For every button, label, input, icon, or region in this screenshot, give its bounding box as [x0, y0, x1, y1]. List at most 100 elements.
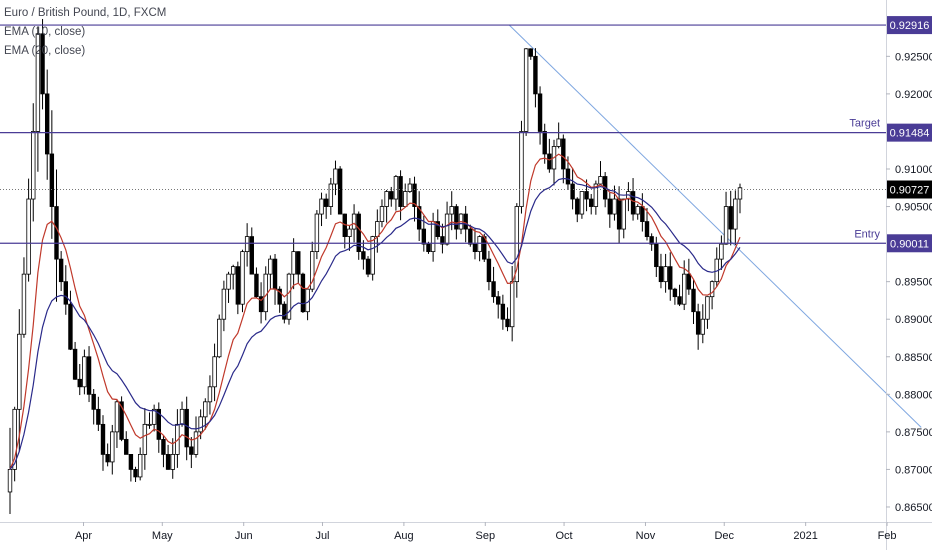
trendline-layer[interactable]	[508, 24, 922, 428]
candle-body	[612, 198, 617, 215]
candle-body	[719, 243, 724, 260]
candle-body	[677, 296, 682, 305]
price-axis[interactable]: 0.92500 0.92000 0.91000 0.90500 0.89500 0.890…	[886, 0, 932, 550]
candle	[393, 174, 399, 211]
candle	[384, 190, 389, 223]
candle-body	[272, 258, 278, 290]
candle	[207, 375, 213, 415]
candle-body	[17, 333, 22, 410]
price-tick-label: 0.92500	[895, 51, 932, 63]
candle	[282, 301, 287, 324]
current-price-box[interactable]	[887, 180, 932, 199]
candle	[403, 183, 408, 207]
candle-body	[728, 206, 733, 230]
candle-body	[375, 221, 380, 237]
time-tick-label: Jun	[235, 530, 253, 542]
candle-body	[654, 243, 659, 268]
candle-body	[230, 266, 236, 275]
candle-body	[193, 431, 199, 455]
candle	[193, 416, 199, 458]
candle	[240, 249, 245, 313]
candle-body	[579, 191, 585, 215]
candle	[379, 199, 385, 228]
price-tick-label: 0.88000	[895, 389, 932, 401]
candle-body	[7, 469, 13, 493]
level-price-box[interactable]	[887, 16, 932, 35]
candle-body	[319, 198, 324, 215]
time-tick-label: Dec	[714, 530, 734, 542]
candle	[533, 48, 538, 108]
candle-body	[21, 273, 27, 335]
candle	[537, 86, 543, 145]
price-tick-label: 0.91000	[895, 164, 932, 176]
ema-slow-line	[9, 177, 741, 470]
candle-body	[398, 176, 403, 207]
candle-body	[133, 469, 138, 478]
candle	[584, 179, 589, 212]
candle-body	[337, 168, 343, 215]
candle	[700, 304, 706, 344]
candle	[709, 280, 715, 310]
candle	[691, 279, 696, 325]
candle	[695, 303, 701, 350]
candle	[249, 227, 254, 275]
level-name-label: Target	[849, 118, 880, 130]
candle	[189, 437, 194, 469]
candle	[514, 203, 520, 298]
candle-body	[407, 183, 413, 192]
candle-body	[412, 183, 417, 207]
candle	[268, 255, 273, 289]
candle	[142, 408, 148, 470]
candle	[505, 307, 510, 332]
candle	[412, 176, 417, 222]
candle-body	[695, 311, 701, 335]
candle	[496, 290, 501, 319]
candle-body	[82, 356, 87, 388]
ema-slow-legend[interactable]: EMA (20, close)	[4, 45, 86, 57]
candle	[333, 160, 338, 196]
candle	[389, 186, 394, 207]
candle-body	[12, 408, 17, 470]
level-price-box[interactable]	[887, 234, 932, 253]
candle-body	[96, 408, 101, 425]
candle-body	[528, 48, 533, 57]
candle-body	[258, 296, 264, 313]
candle	[477, 235, 482, 262]
candle-body	[124, 438, 129, 455]
candle	[226, 271, 231, 303]
candle-body	[435, 221, 440, 237]
ema-layer	[9, 153, 741, 470]
ema-fast-legend[interactable]: EMA (10, close)	[4, 26, 86, 38]
level-price-label: 0.92916	[890, 20, 930, 32]
candle-body	[709, 281, 715, 298]
candle-body	[323, 198, 329, 207]
current-price-label: 0.90727	[890, 184, 930, 196]
time-axis[interactable]: Apr May Jun Jul Aug Sep Oct Nov Dec 2021 Feb	[0, 522, 932, 542]
candle	[31, 103, 36, 222]
candle-body	[570, 183, 575, 200]
levels-layer[interactable]: 0.92916 0.91484 Target 0.90011 Entry 0.90727	[0, 16, 932, 253]
candle-body	[105, 454, 110, 463]
candle-body	[700, 318, 706, 335]
candle	[244, 223, 250, 267]
candle-body	[26, 198, 31, 275]
candle	[523, 48, 529, 136]
candle-body	[68, 303, 73, 350]
candle	[258, 282, 264, 324]
level-price-label: 0.91484	[890, 128, 930, 140]
candle-body	[519, 131, 524, 207]
symbol-title[interactable]: Euro / British Pound, 1D, FXCM	[4, 7, 167, 19]
trendline[interactable]	[508, 24, 922, 428]
candle-body	[691, 288, 696, 313]
candle-body	[640, 206, 645, 222]
candle-body	[668, 266, 673, 290]
level-price-box[interactable]	[887, 123, 932, 142]
candle	[542, 123, 547, 164]
time-tick-label: 2021	[793, 530, 817, 542]
candle-body	[361, 251, 366, 260]
candle-body	[77, 378, 82, 388]
candle-body	[240, 251, 245, 305]
candle	[686, 258, 692, 295]
candle-body	[165, 454, 171, 470]
